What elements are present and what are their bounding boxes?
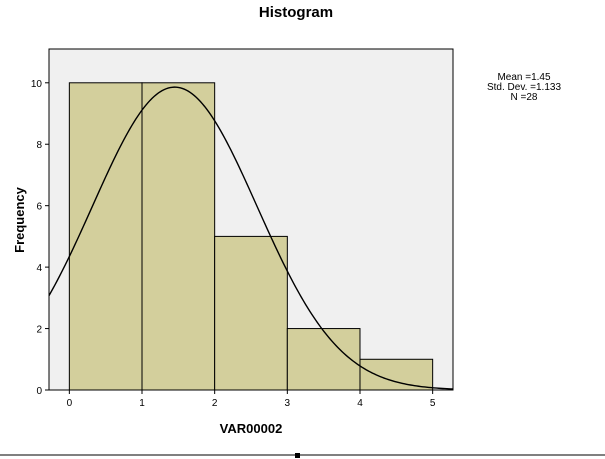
y-axis: 0 2 4 6 8 10: [31, 79, 49, 397]
stat-n: N =28: [511, 92, 538, 103]
y-tick-label-1: 2: [36, 325, 42, 336]
stat-std-dev: Std. Dev. =1.133: [487, 82, 561, 93]
y-axis-title: Frequency: [12, 186, 27, 253]
x-tick-label-5: 5: [430, 398, 436, 409]
x-tick-label-4: 4: [357, 398, 363, 409]
y-tick-label-5: 10: [31, 79, 43, 90]
chart-title: Histogram: [259, 4, 333, 21]
x-tick-label-3: 3: [285, 398, 291, 409]
x-axis-title: VAR00002: [220, 421, 283, 436]
normal-curve: [48, 86, 454, 390]
histogram-bar-0: [68, 82, 143, 391]
x-tick-label-2: 2: [212, 398, 218, 409]
y-tick-label-0: 0: [36, 386, 42, 397]
histogram-bar-2: [214, 235, 288, 391]
stat-mean: Mean =1.45: [497, 72, 551, 83]
divider-handle[interactable]: [295, 453, 300, 458]
histogram-bar-1: [141, 82, 216, 391]
bars-group: [68, 82, 434, 391]
histogram-bar-3: [286, 328, 361, 391]
x-axis: 0 1 2 3 4 5: [67, 390, 436, 409]
y-tick-label-2: 4: [36, 263, 42, 274]
y-tick-label-3: 6: [36, 202, 42, 213]
x-tick-label-1: 1: [139, 398, 145, 409]
y-tick-label-4: 8: [36, 140, 42, 151]
x-tick-label-0: 0: [67, 398, 73, 409]
histogram-bar-4: [359, 358, 434, 391]
